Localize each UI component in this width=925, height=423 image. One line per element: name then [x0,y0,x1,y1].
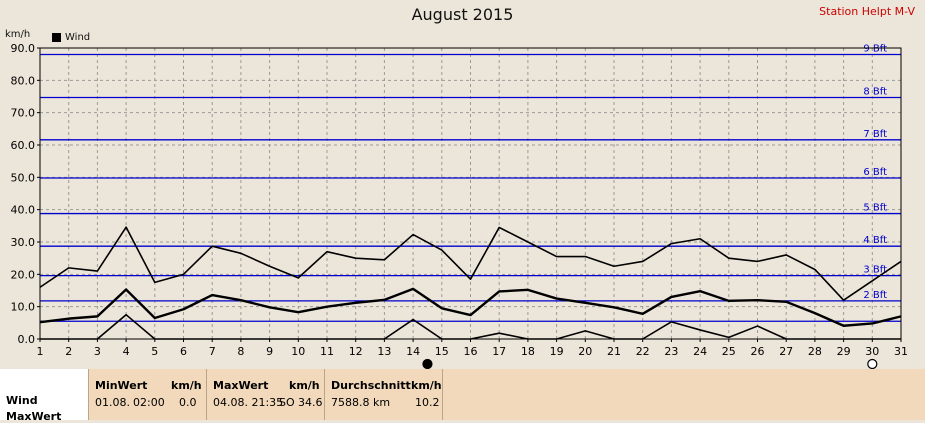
min-value: 0.0 [179,396,197,409]
x-tick-label-18: 18 [521,345,535,358]
x-tick-label-21: 21 [607,345,621,358]
x-tick-label-13: 13 [377,345,391,358]
grid-lines [39,47,902,340]
x-tick-label-6: 6 [180,345,187,358]
new-moon-icon [422,358,433,369]
y-tick-label-9: 90.0 [11,42,36,55]
series-line-1 [39,226,902,302]
x-tick-label-3: 3 [94,345,101,358]
y-tick-label-4: 40.0 [11,204,36,217]
legend-label-wind: Wind [65,32,91,43]
x-tick-label-2: 2 [65,345,72,358]
x-tick-label-8: 8 [237,345,244,358]
beaufort-label-8: 9 Bft [863,43,887,54]
x-tick-label-12: 12 [349,345,363,358]
min-time: 02:00 [133,396,165,409]
beaufort-lines: 2 Bft 3 Bft 4 Bft 5 Bft 6 Bft 7 Bft 8 Bft 9 Bft [40,43,901,322]
x-tick-label-26: 26 [751,345,765,358]
avg-distance: 7588.8 km [331,396,391,409]
x-tick-label-25: 25 [722,345,736,358]
beaufort-label-7: 8 Bft [863,86,887,97]
x-tick-label-20: 20 [578,345,592,358]
y-tick-label-6: 60.0 [11,139,36,152]
row-label-maxwert: MaxWert [6,410,62,423]
y-tick-label-3: 30.0 [11,236,36,249]
beaufort-label-2: 3 Bft [863,265,887,276]
chart-title: August 2015 [411,5,514,24]
full-moon-icon [867,358,878,369]
max-header: MaxWert [213,379,269,392]
min-date: 01.08. [95,396,130,409]
y-tick-label-5: 50.0 [11,171,36,184]
x-tick-label-17: 17 [492,345,506,358]
y-tick-label-8: 80.0 [11,74,36,87]
x-tick-label-19: 19 [550,345,564,358]
min-panel: MinWert km/h 01.08. 02:00 0.0 [88,369,207,420]
x-tick-label-9: 9 [266,345,273,358]
x-tick-label-23: 23 [664,345,678,358]
beaufort-label-1: 2 Bft [863,290,887,301]
series-line-0 [39,287,902,327]
x-tick-label-24: 24 [693,345,707,358]
max-panel: MaxWert km/h 04.08. 21:35 SO 34.6 [206,369,325,420]
wind-chart: 2 Bft 3 Bft 4 Bft 5 Bft 6 Bft 7 Bft 8 Bft 9 Bft… [11,42,909,369]
x-tick-label-1: 1 [37,345,44,358]
avg-unit: km/h [411,379,442,392]
beaufort-label-5: 6 Bft [863,167,887,178]
beaufort-label-6: 7 Bft [863,129,887,140]
moon-phases [422,358,878,369]
legend: Wind [52,32,90,43]
axes: 0.0 10.0 20.0 30.0 40.0 50.0 60.0 70.0 80.0 90.0 1… [11,42,909,358]
footer-row-labels: Wind MaxWert [0,369,88,423]
avg-panel: Durchschnitt km/h 7588.8 km 10.2 [324,369,443,420]
legend-swatch-wind [52,33,61,42]
max-unit: km/h [289,379,320,392]
y-axis-unit: km/h [5,29,31,40]
y-tick-label-0: 0.0 [18,333,36,346]
x-tick-label-30: 30 [865,345,879,358]
x-tick-label-31: 31 [894,345,908,358]
x-tick-label-27: 27 [779,345,793,358]
y-tick-label-7: 70.0 [11,107,36,120]
stats-footer: Wind MaxWert MinWert km/h 01.08. 02:00 0… [0,369,925,423]
min-header: MinWert [95,379,148,392]
min-unit: km/h [171,379,202,392]
beaufort-label-4: 5 Bft [863,203,887,214]
x-tick-label-29: 29 [837,345,851,358]
max-direction: SO [279,396,295,409]
footer-empty [442,369,925,420]
beaufort-label-3: 4 Bft [863,235,887,246]
x-tick-label-16: 16 [464,345,478,358]
avg-header: Durchschnitt [331,379,411,392]
max-datetime: 04.08. 21:35 [213,396,284,409]
station-name: Station Helpt M-V [819,5,915,18]
x-tick-label-11: 11 [320,345,334,358]
x-tick-label-10: 10 [291,345,305,358]
x-tick-label-14: 14 [406,345,420,358]
x-tick-label-4: 4 [123,345,130,358]
x-tick-label-7: 7 [209,345,216,358]
x-tick-label-15: 15 [435,345,449,358]
x-tick-label-22: 22 [636,345,650,358]
x-tick-label-28: 28 [808,345,822,358]
avg-value: 10.2 [415,396,440,409]
row-label-wind: Wind [6,394,38,407]
y-tick-label-1: 10.0 [11,301,36,314]
y-tick-label-2: 20.0 [11,268,36,281]
x-tick-label-5: 5 [151,345,158,358]
max-value: 34.6 [298,396,323,409]
